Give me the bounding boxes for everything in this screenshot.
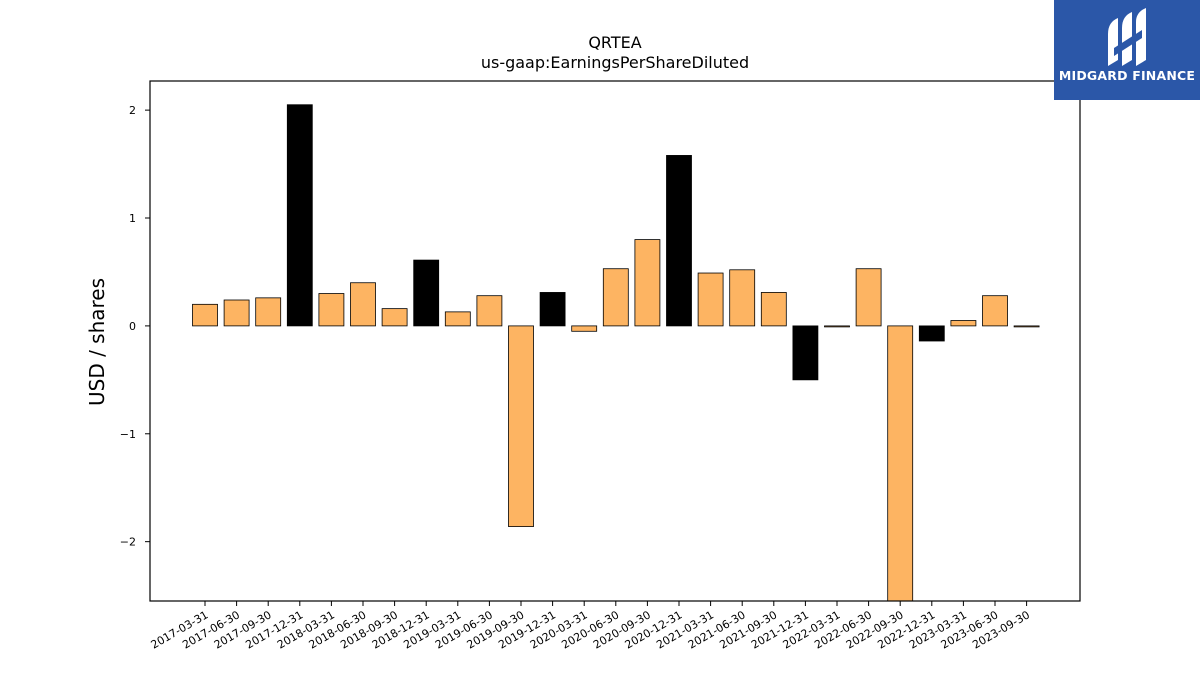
y-tick-label: 0: [129, 320, 136, 333]
bar-2023-09-30: [1013, 325, 1040, 328]
bar-2018-03-31: [318, 293, 345, 327]
y-tick-label: −1: [120, 428, 136, 441]
bars-group: [192, 104, 1040, 602]
bar-2022-06-30: [855, 268, 882, 327]
bar-2019-03-31: [444, 311, 471, 327]
y-tick-label: 1: [129, 212, 136, 225]
plot-frame: [149, 80, 1081, 602]
bar-2020-09-30: [634, 239, 661, 327]
chart-subtitle: us-gaap:EarningsPerShareDiluted: [481, 53, 749, 72]
bar-2017-06-30: [223, 299, 250, 327]
bar-2021-09-30: [760, 292, 787, 327]
y-axis-label: USD / shares: [85, 278, 109, 406]
bar-2021-12-31: [792, 325, 819, 381]
bar-2023-06-30: [982, 295, 1008, 327]
x-axis-ticks: 2017-03-312017-06-302017-09-302017-12-31…: [149, 601, 1032, 652]
bar-2021-03-31: [697, 272, 724, 327]
bar-2021-06-30: [729, 269, 756, 327]
bar-2022-12-31: [918, 325, 945, 342]
chart-title: QRTEA: [588, 33, 641, 52]
y-tick-label: −2: [120, 536, 136, 549]
bar-2018-12-31: [413, 259, 440, 327]
bar-2023-03-31: [950, 320, 977, 327]
brand-logo: MIDGARD FINANCE: [1054, 0, 1200, 100]
bar-2018-09-30: [381, 308, 408, 327]
bar-2019-06-30: [476, 295, 503, 327]
bar-2020-12-31: [666, 155, 692, 327]
bar-2022-09-30: [887, 325, 914, 602]
bar-2017-09-30: [255, 297, 282, 327]
midgard-logo-icon: [1108, 8, 1146, 66]
logo-text: MIDGARD FINANCE: [1058, 68, 1196, 83]
bar-2019-12-31: [539, 292, 566, 327]
bar-2022-03-31: [824, 325, 850, 328]
y-tick-label: 2: [129, 104, 136, 117]
bar-2020-03-31: [571, 325, 598, 332]
bar-2017-03-31: [192, 303, 218, 327]
bar-2018-06-30: [350, 282, 376, 327]
bar-2020-06-30: [602, 268, 629, 327]
bar-2017-12-31: [286, 104, 313, 327]
bar-2019-09-30: [508, 325, 534, 527]
y-axis-ticks: 2 1 0 −1 −2: [120, 104, 150, 549]
